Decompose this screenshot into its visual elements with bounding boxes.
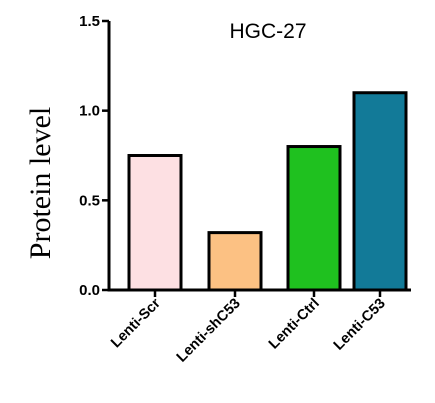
bar-lenti-scr (127, 154, 183, 292)
x-tick-label: Lenti-shC53 (174, 296, 244, 366)
y-tick-label: 1.5 (79, 13, 100, 30)
y-tick-label: 0.5 (79, 192, 100, 209)
chart-title: HGC-27 (229, 20, 306, 43)
bar-lenti-ctrl (286, 145, 342, 292)
y-tick-labels: 0.0 0.5 1.0 1.5 (79, 13, 109, 299)
bars (127, 91, 408, 292)
x-tick-label: Lenti-C53 (331, 296, 389, 354)
x-tick-labels: Lenti-Scr Lenti-shC53 Lenti-Ctrl Lenti-C53 (108, 290, 389, 366)
y-axis-label: Protein level (24, 107, 57, 259)
y-tick-label: 1.0 (79, 103, 100, 120)
bar-lenti-c53 (352, 91, 408, 292)
bar-lenti-shc53 (207, 231, 263, 292)
y-tick-label: 0.0 (79, 282, 100, 299)
x-tick-label: Lenti-Scr (108, 295, 164, 351)
x-tick-label: Lenti-Ctrl (266, 296, 323, 353)
